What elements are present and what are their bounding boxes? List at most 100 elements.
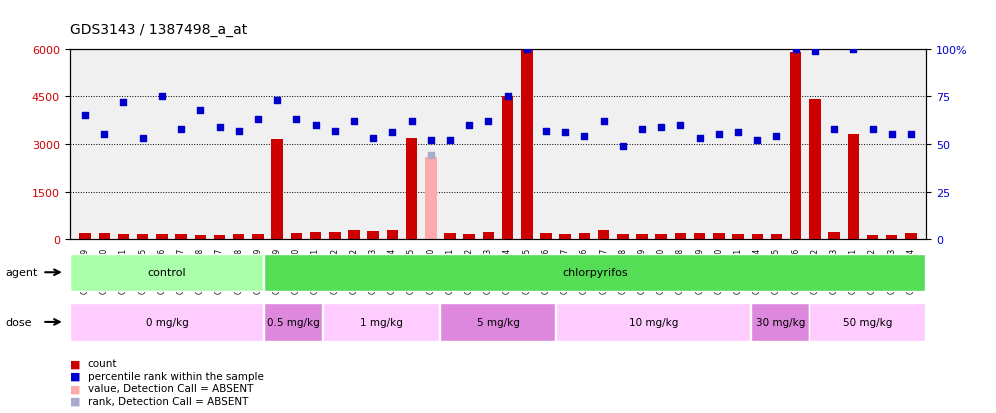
Text: 1 mg/kg: 1 mg/kg (360, 317, 402, 327)
Point (423, 153, 439, 159)
Bar (329, 233, 341, 240)
Point (826, 126, 842, 133)
Bar (598, 231, 610, 240)
Text: value, Detection Call = ABSENT: value, Detection Call = ABSENT (88, 383, 253, 393)
Point (749, 138, 765, 144)
Bar (579, 234, 591, 240)
Point (366, 135, 381, 142)
Bar (444, 233, 456, 240)
Text: 0.5 mg/kg: 0.5 mg/kg (267, 317, 320, 327)
Text: ■: ■ (70, 358, 81, 368)
Bar (291, 233, 302, 240)
Point (346, 119, 362, 125)
Bar (233, 235, 244, 240)
Bar (405, 138, 417, 240)
Text: GDS3143 / 1387498_a_at: GDS3143 / 1387498_a_at (70, 23, 247, 37)
Point (557, 130, 573, 136)
Bar (636, 235, 647, 240)
Text: 10 mg/kg: 10 mg/kg (629, 317, 678, 327)
Bar (502, 97, 513, 240)
Point (807, 48, 823, 55)
Bar (848, 135, 860, 240)
FancyBboxPatch shape (439, 304, 556, 341)
Bar (118, 235, 129, 240)
Point (97, 132, 113, 138)
Bar (310, 232, 322, 240)
Point (883, 132, 899, 138)
Point (211, 124, 227, 131)
Point (77, 113, 93, 119)
Point (461, 122, 477, 129)
Point (769, 134, 785, 140)
Point (231, 128, 247, 135)
Point (672, 122, 688, 129)
Bar (156, 234, 167, 240)
Bar (618, 234, 628, 240)
Bar (136, 235, 148, 240)
Text: 50 mg/kg: 50 mg/kg (844, 317, 892, 327)
FancyBboxPatch shape (323, 304, 438, 341)
Bar (349, 230, 360, 240)
Text: dose: dose (5, 317, 32, 327)
Text: control: control (147, 268, 186, 278)
Point (615, 143, 630, 150)
Point (442, 138, 458, 144)
Bar (886, 235, 897, 240)
FancyBboxPatch shape (557, 304, 750, 341)
Text: rank, Detection Call = ABSENT: rank, Detection Call = ABSENT (88, 396, 248, 406)
Point (423, 138, 439, 144)
Bar (483, 233, 494, 240)
Point (846, 46, 862, 53)
Point (480, 119, 496, 125)
Bar (80, 234, 91, 240)
Bar (425, 157, 436, 240)
Text: 0 mg/kg: 0 mg/kg (145, 317, 188, 327)
Text: percentile rank within the sample: percentile rank within the sample (88, 371, 264, 381)
Text: ■: ■ (70, 396, 81, 406)
Point (865, 126, 880, 133)
FancyBboxPatch shape (810, 304, 925, 341)
Point (116, 100, 131, 106)
Bar (425, 237, 436, 240)
Point (327, 128, 343, 135)
Bar (655, 234, 667, 240)
FancyBboxPatch shape (70, 254, 263, 291)
Point (250, 116, 266, 123)
Point (577, 134, 593, 140)
Bar (829, 233, 840, 240)
Point (173, 126, 189, 133)
Point (500, 94, 516, 100)
Bar (752, 235, 763, 240)
Text: agent: agent (5, 268, 38, 278)
Text: 30 mg/kg: 30 mg/kg (756, 317, 805, 327)
Bar (809, 100, 821, 240)
Point (730, 130, 746, 136)
Point (691, 135, 707, 142)
FancyBboxPatch shape (751, 304, 809, 341)
Bar (99, 233, 110, 240)
Point (134, 135, 150, 142)
Point (192, 107, 208, 114)
Point (519, 46, 535, 53)
Bar (674, 233, 686, 240)
Text: count: count (88, 358, 118, 368)
Text: chlorpyrifos: chlorpyrifos (563, 268, 628, 278)
Bar (771, 235, 782, 240)
Point (269, 97, 285, 104)
Bar (905, 234, 916, 240)
Bar (713, 234, 725, 240)
Text: ■: ■ (70, 371, 81, 381)
Point (403, 119, 419, 125)
Bar (368, 231, 378, 240)
Point (308, 122, 324, 129)
Point (788, 46, 804, 53)
FancyBboxPatch shape (264, 304, 322, 341)
Bar (194, 235, 206, 240)
Bar (694, 233, 705, 240)
Bar (252, 234, 264, 240)
Bar (521, 51, 533, 240)
Bar (271, 140, 283, 240)
Bar (560, 235, 571, 240)
Point (903, 132, 919, 138)
Bar (386, 230, 398, 240)
